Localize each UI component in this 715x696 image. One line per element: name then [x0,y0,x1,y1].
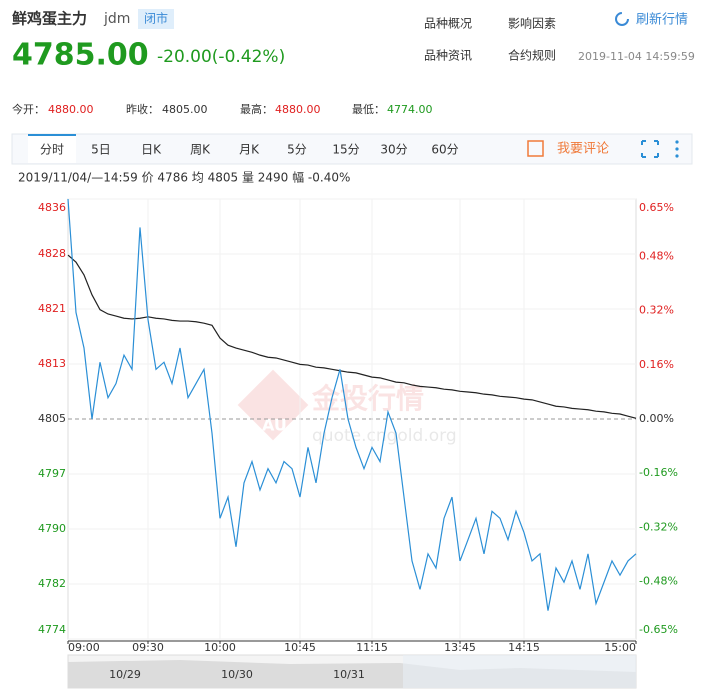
y2-tick-label: 0.16% [639,358,674,371]
y-tick-label: 4836 [38,201,66,214]
stat-label: 昨收： [126,102,159,116]
y-tick-label: 4805 [38,412,66,425]
navigator-date: 10/31 [333,668,365,681]
link[interactable]: 品种资讯 [424,49,472,63]
stat-value: 4805.00 [162,103,208,116]
stat-value: 4880.00 [48,103,94,116]
tab[interactable]: 30分 [380,143,407,157]
y2-tick-label: -0.48% [639,574,678,587]
tab[interactable]: 日K [141,143,162,157]
tab[interactable]: 5分 [287,143,307,157]
tab[interactable]: 分时 [40,143,64,157]
x-tick-label: 15:00 [604,641,636,654]
last-price: 4785.00 [12,38,149,73]
status: 闭市 [144,11,168,26]
x-tick-label: 13:45 [444,641,476,654]
y2-tick-label: -0.32% [639,520,678,533]
price-change: -20.00(-0.42%) [157,47,285,67]
y2-tick-label: 0.00% [639,412,674,425]
y2-tick-label: 0.32% [639,304,674,317]
tab[interactable]: 5日 [91,143,111,157]
y-tick-label: 4828 [38,247,66,260]
y-tick-label: 4821 [38,302,66,315]
tab[interactable]: 15分 [332,143,359,157]
tab[interactable]: 60分 [431,143,458,157]
refresh-icon[interactable] [615,12,629,26]
navigator-window[interactable] [403,655,636,688]
x-tick-label: 10:00 [204,641,236,654]
y2-tick-label: 0.48% [639,250,674,263]
navigator-date: 10/30 [221,668,253,681]
y-tick-label: 4813 [38,357,66,370]
link[interactable]: 影响因素 [508,16,556,31]
y-tick-label: 4790 [38,522,66,535]
link[interactable]: 合约规则 [508,48,556,63]
series-line [67,198,637,611]
y2-tick-label: -0.16% [639,466,678,479]
status-badge [138,9,174,29]
x-tick-label: 11:15 [356,641,388,654]
y-tick-label: 4782 [38,577,66,590]
stat-label: 今开： [12,102,45,116]
series-line [67,254,637,419]
tab[interactable]: 周K [190,143,211,157]
y-tick-label: 4797 [38,467,66,480]
y-tick-label: 4774 [38,623,66,636]
tabs: 分时 5日 日K 周K 月K 5分 15分 30分 60分 [40,143,459,157]
tab[interactable]: 月K [239,143,260,157]
refresh-link[interactable]: 刷新行情 [636,12,688,28]
watermark-brand: 金投行情 [311,382,424,415]
x-tick-label: 14:15 [508,641,540,654]
contract-code: jdm [103,11,130,27]
x-tick-label: 10:45 [284,641,316,654]
watermark: AU 金投行情 quote.cngold.org [237,369,457,446]
watermark-logo [237,369,309,441]
x-tick-label: 09:30 [132,641,164,654]
fullscreen-icon[interactable] [641,140,659,158]
y2-tick-label: 0.65% [639,201,674,214]
stat-value: 4880.00 [275,103,321,116]
cursor-info: 2019/11/04/—14:59 价 4786 均 4805 量 2490 幅… [18,170,350,185]
comment-icon[interactable] [527,140,544,157]
watermark-logo-text: AU [262,416,287,435]
x-tick-label: 09:00 [68,641,100,654]
link[interactable]: 品种概况 [424,17,472,31]
stat-value: 4774.00 [387,103,433,116]
timestamp: 2019-11-04 14:59:59 [578,50,695,63]
contract-name: 鲜鸡蛋主力 [12,10,87,28]
navigator-date: 10/29 [109,668,141,681]
comment-link[interactable]: 我要评论 [557,142,609,157]
tab-bar [11,133,693,165]
active-tab [28,135,76,163]
stat-label: 最高： [240,102,273,116]
stat-label: 最低： [352,103,385,116]
menu-icon[interactable] [675,140,679,158]
y2-tick-label: -0.65% [639,623,678,636]
